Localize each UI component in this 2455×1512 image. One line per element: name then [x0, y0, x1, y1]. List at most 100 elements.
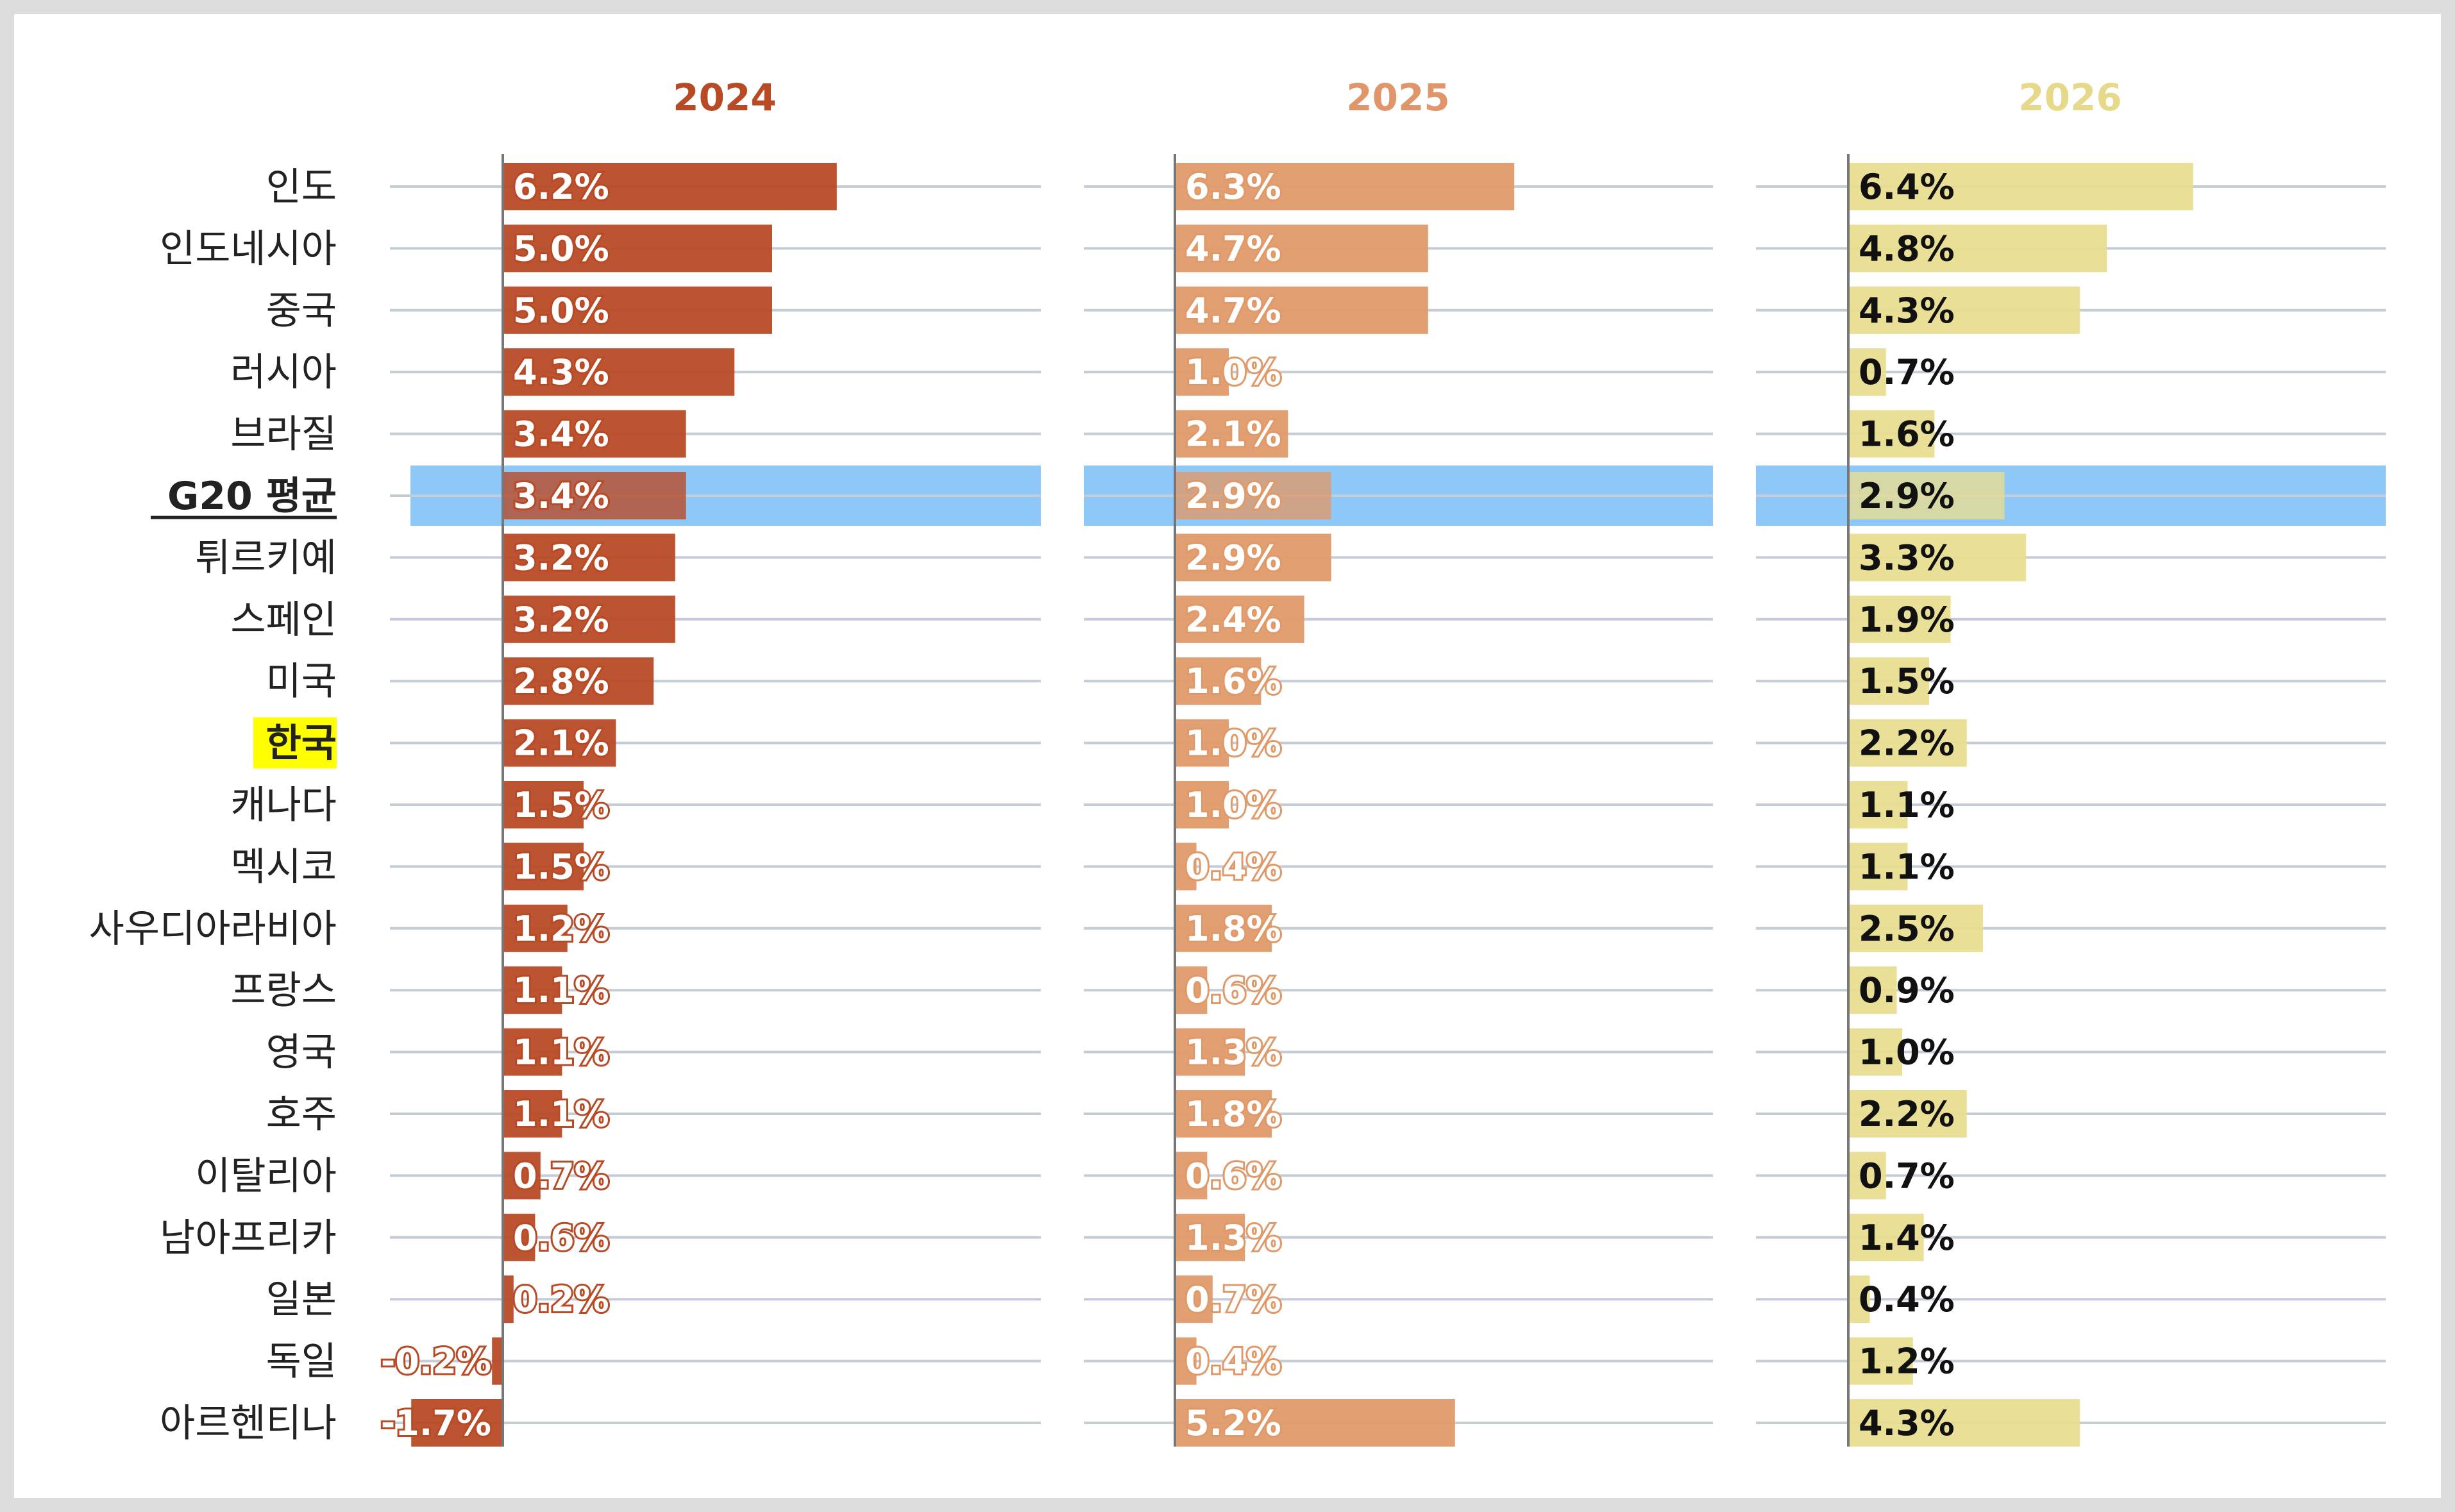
- bar-2024: [503, 163, 837, 210]
- bar-2026: [1848, 904, 1983, 952]
- category-label: 미국: [266, 659, 337, 704]
- value-label-2024: 1.1%: [513, 1094, 609, 1134]
- bar-2026: [1848, 781, 1908, 828]
- value-label-2024: 5.0%: [513, 290, 609, 331]
- bar-2025: [1175, 1399, 1455, 1447]
- bar-2025: [1175, 1213, 1245, 1261]
- chart-frame: 2024 2025 2026 인도 인도네시아 중국 러시아 브라질 G20 평균 튀르키예 스페인…: [14, 14, 2441, 1498]
- value-label-2024: 3.4%: [513, 476, 609, 516]
- value-label-2024: 1.1%: [513, 970, 609, 1011]
- value-label-2024: 1.5%: [513, 846, 609, 887]
- bar-2024: [503, 1213, 536, 1261]
- value-label-2024: 3.2%: [513, 537, 609, 578]
- value-label-2026: 1.0%: [1859, 1032, 1955, 1073]
- value-label-2025: 2.4%: [1185, 600, 1281, 640]
- bar-2024: [503, 224, 772, 273]
- category-label: 캐나다: [230, 783, 337, 828]
- bar-2024: [503, 410, 686, 458]
- value-label-2026: 2.2%: [1859, 723, 1955, 764]
- bar-2026: [1848, 1090, 1967, 1138]
- value-label-2026: 4.8%: [1859, 228, 1955, 269]
- value-label-2025: 2.1%: [1185, 414, 1281, 455]
- category-label: 튀르키예: [195, 535, 337, 580]
- bar-2024: [492, 1337, 503, 1385]
- category-label: 스페인: [230, 598, 337, 643]
- bar-2024: [503, 966, 562, 1014]
- value-label-2025: 0.7%: [1185, 1279, 1281, 1320]
- value-label-2026: 1.4%: [1859, 1218, 1955, 1258]
- category-label: 이탈리아: [195, 1154, 337, 1198]
- bar-2024: [503, 595, 675, 643]
- bar-2026: [1848, 1028, 1902, 1076]
- bar-2024: [503, 286, 772, 334]
- bar-2025: [1175, 966, 1208, 1014]
- bar-2024: [503, 472, 686, 519]
- value-label-2024: 0.6%: [513, 1218, 609, 1258]
- bar-2025: [1175, 781, 1229, 828]
- bar-2024: [503, 1275, 514, 1323]
- bar-2026: [1848, 1152, 1886, 1200]
- value-label-2025: 0.6%: [1185, 970, 1281, 1011]
- value-label-2024: 2.1%: [513, 723, 609, 764]
- value-label-2026: 1.9%: [1859, 600, 1955, 640]
- bar-2025: [1175, 1090, 1272, 1138]
- value-label-2024: 1.5%: [513, 785, 609, 825]
- category-label: 호주: [266, 1092, 337, 1137]
- value-label-2026: 0.9%: [1859, 970, 1955, 1011]
- bar-2025: [1175, 472, 1331, 519]
- value-label-2026: 1.5%: [1859, 661, 1955, 701]
- category-label: 프랑스: [230, 968, 337, 1013]
- value-label-2024: -1.7%: [381, 1403, 491, 1443]
- value-label-2026: 2.2%: [1859, 1094, 1955, 1134]
- category-label: 아르헨티나: [160, 1401, 337, 1446]
- value-label-2025: 1.0%: [1185, 723, 1281, 764]
- category-label: 영국: [266, 1030, 337, 1075]
- value-label-2025: 1.0%: [1185, 352, 1281, 392]
- bar-2026: [1848, 657, 1929, 705]
- category-label: 멕시코: [230, 844, 337, 889]
- value-label-2024: 1.2%: [513, 909, 609, 949]
- bar-2024: [503, 348, 735, 396]
- bar-2026: [1848, 533, 2027, 582]
- value-label-2024: 4.3%: [513, 352, 609, 392]
- bar-2025: [1175, 1275, 1213, 1323]
- bar-2026: [1848, 843, 1908, 891]
- value-label-2026: 4.3%: [1859, 290, 1955, 331]
- value-label-2025: 1.8%: [1185, 909, 1281, 949]
- bar-2026: [1848, 966, 1897, 1014]
- bar-2025: [1175, 1152, 1208, 1200]
- value-label-2025: 1.3%: [1185, 1218, 1281, 1258]
- value-label-2026: 4.3%: [1859, 1403, 1955, 1443]
- bar-2024: [503, 719, 616, 767]
- value-label-2024: 6.2%: [513, 167, 609, 207]
- value-label-2026: 1.1%: [1859, 785, 1955, 825]
- bar-2025: [1175, 286, 1428, 334]
- value-label-2025: 0.6%: [1185, 1155, 1281, 1196]
- bar-2025: [1175, 657, 1261, 705]
- bar-2025: [1175, 410, 1288, 458]
- bar-2026: [1848, 286, 2080, 334]
- bar-2026: [1848, 719, 1967, 767]
- bar-2025: [1175, 904, 1272, 952]
- value-label-2025: 4.7%: [1185, 228, 1281, 269]
- bar-2024: [503, 781, 584, 828]
- category-label: 독일: [266, 1340, 337, 1384]
- category-label: 중국: [266, 289, 337, 333]
- bar-2026: [1848, 1275, 1870, 1323]
- bar-2025: [1175, 1028, 1245, 1076]
- marked-label-bg: [253, 717, 337, 769]
- bar-2025: [1175, 533, 1331, 582]
- bar-2024: [503, 657, 654, 705]
- value-label-2026: 1.1%: [1859, 846, 1955, 887]
- category-label: 남아프리카: [160, 1216, 337, 1261]
- value-label-2025: 1.6%: [1185, 661, 1281, 701]
- value-label-2024: 2.8%: [513, 661, 609, 701]
- category-label: 러시아: [230, 350, 337, 395]
- value-label-2026: 1.2%: [1859, 1341, 1955, 1382]
- category-label: 인도네시아: [160, 226, 337, 271]
- category-label: 사우디아라비아: [89, 907, 337, 952]
- bar-2026: [1848, 163, 2193, 210]
- value-label-2025: 0.4%: [1185, 1341, 1281, 1382]
- value-label-2026: 1.6%: [1859, 414, 1955, 455]
